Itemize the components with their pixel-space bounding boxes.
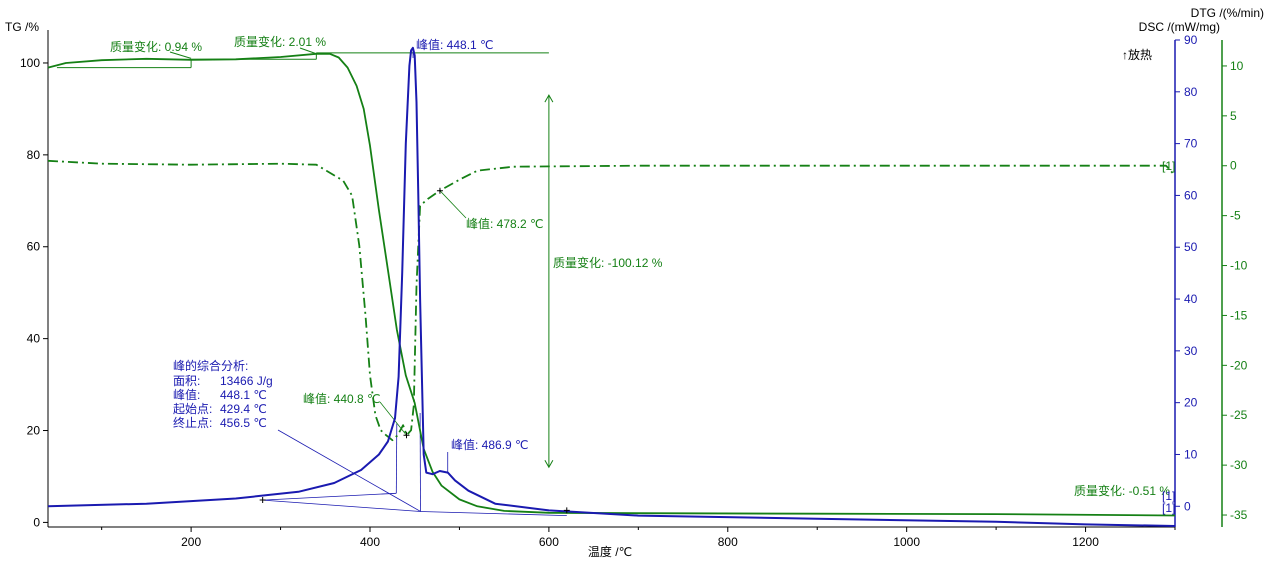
dtg-curve	[47, 159, 1176, 442]
dsc-baseline	[262, 499, 421, 512]
dsc-baseline	[395, 423, 398, 494]
dtg-tick-label: 5	[1230, 109, 1237, 123]
curve-end-mark: [1]	[1162, 489, 1175, 503]
tg-tick-label: 80	[27, 148, 41, 162]
tg-tick-label: 40	[27, 332, 41, 346]
dtg-tick-label: -15	[1230, 308, 1248, 322]
x-axis-label: 温度 /℃	[588, 544, 632, 559]
dtg-tick-label: 0	[1230, 159, 1237, 173]
dsc-tick-label: 20	[1184, 396, 1198, 410]
dsc-tick-label: 40	[1184, 292, 1198, 306]
peak-analysis-value: 13466 J/g	[220, 374, 273, 388]
tg-axis-label: TG /%	[5, 20, 39, 34]
curve-end-mark: [1]	[1162, 159, 1175, 173]
annotation-label: 质量变化: -0.51 %	[1074, 483, 1170, 498]
tg-tick-label: 20	[27, 424, 41, 438]
mass-change-arrow-head	[544, 460, 554, 469]
peak-analysis-value: 429.4 ℃	[220, 402, 267, 416]
tg-tick-label: 60	[27, 240, 41, 254]
dtg-tick-label: -5	[1230, 209, 1241, 223]
tg-tick-label: 0	[33, 515, 40, 529]
dtg-tick-label: -10	[1230, 259, 1248, 273]
annotation-label: 质量变化: -100.12 %	[553, 255, 663, 270]
annotation-label: 质量变化: 2.01 %	[234, 34, 326, 49]
annotation-label: 峰值: 486.9 ℃	[451, 437, 529, 452]
dsc-curve	[47, 46, 1176, 527]
peak-analysis-label: 峰值:	[173, 387, 200, 402]
dtg-tick-label: -25	[1230, 408, 1248, 422]
peak-leader	[379, 401, 407, 436]
tg-curve	[47, 52, 1176, 517]
peak-analysis-value: 456.5 ℃	[220, 416, 267, 430]
mass-change-arrow-head	[544, 94, 554, 103]
marker-cross	[436, 187, 443, 194]
dsc-tick-label: 70	[1184, 137, 1198, 151]
x-tick-label: 800	[718, 535, 738, 549]
peak-analysis-value: 448.1 ℃	[220, 388, 267, 402]
dtg-axis-label: DTG /(%/min)	[1191, 6, 1264, 20]
annotation-leader	[299, 47, 317, 55]
marker-cross	[403, 432, 410, 439]
dsc-tick-label: 30	[1184, 344, 1198, 358]
annotation-label: 峰值: 448.1 ℃	[416, 37, 494, 52]
peak-analysis-title: 峰的综合分析:	[173, 358, 248, 373]
peak-analysis-label: 面积:	[173, 374, 200, 388]
dtg-tick-label: 10	[1230, 59, 1244, 73]
x-tick-label: 200	[181, 535, 201, 549]
x-tick-label: 1000	[893, 535, 920, 549]
curve-end-mark: [1]	[1162, 501, 1175, 515]
peak-analysis-label: 终止点:	[173, 415, 212, 430]
dtg-tick-label: -20	[1230, 358, 1248, 372]
dsc-tick-label: 90	[1184, 33, 1198, 47]
annotation-label: 峰值: 440.8 ℃	[303, 391, 381, 406]
peak-leader	[439, 190, 467, 219]
dsc-tick-label: 60	[1184, 188, 1198, 202]
dsc-baseline	[420, 511, 567, 516]
dsc-tick-label: 80	[1184, 85, 1198, 99]
dtg-tick-label: -35	[1230, 508, 1248, 522]
peak-analysis-leader	[277, 429, 421, 512]
x-tick-label: 600	[539, 535, 559, 549]
annotation-label: 峰值: 478.2 ℃	[466, 216, 544, 231]
annotation-label: 质量变化: 0.94 %	[110, 39, 202, 54]
x-tick-label: 1200	[1072, 535, 1099, 549]
dsc-tick-label: 0	[1184, 499, 1191, 513]
tg-tick-label: 100	[20, 56, 40, 70]
annotation-leader	[169, 51, 192, 59]
dsc-baseline	[262, 492, 397, 501]
dsc-tick-label: 50	[1184, 240, 1198, 254]
marker-cross	[563, 507, 570, 514]
peak-analysis-label: 起始点:	[173, 402, 212, 416]
dtg-tick-label: -30	[1230, 458, 1248, 472]
marker-cross	[259, 497, 266, 504]
exo-direction-label: ↑放热	[1122, 47, 1152, 62]
dsc-axis-label: DSC /(mW/mg)	[1139, 20, 1220, 34]
dsc-tick-label: 10	[1184, 447, 1198, 461]
x-tick-label: 400	[360, 535, 380, 549]
